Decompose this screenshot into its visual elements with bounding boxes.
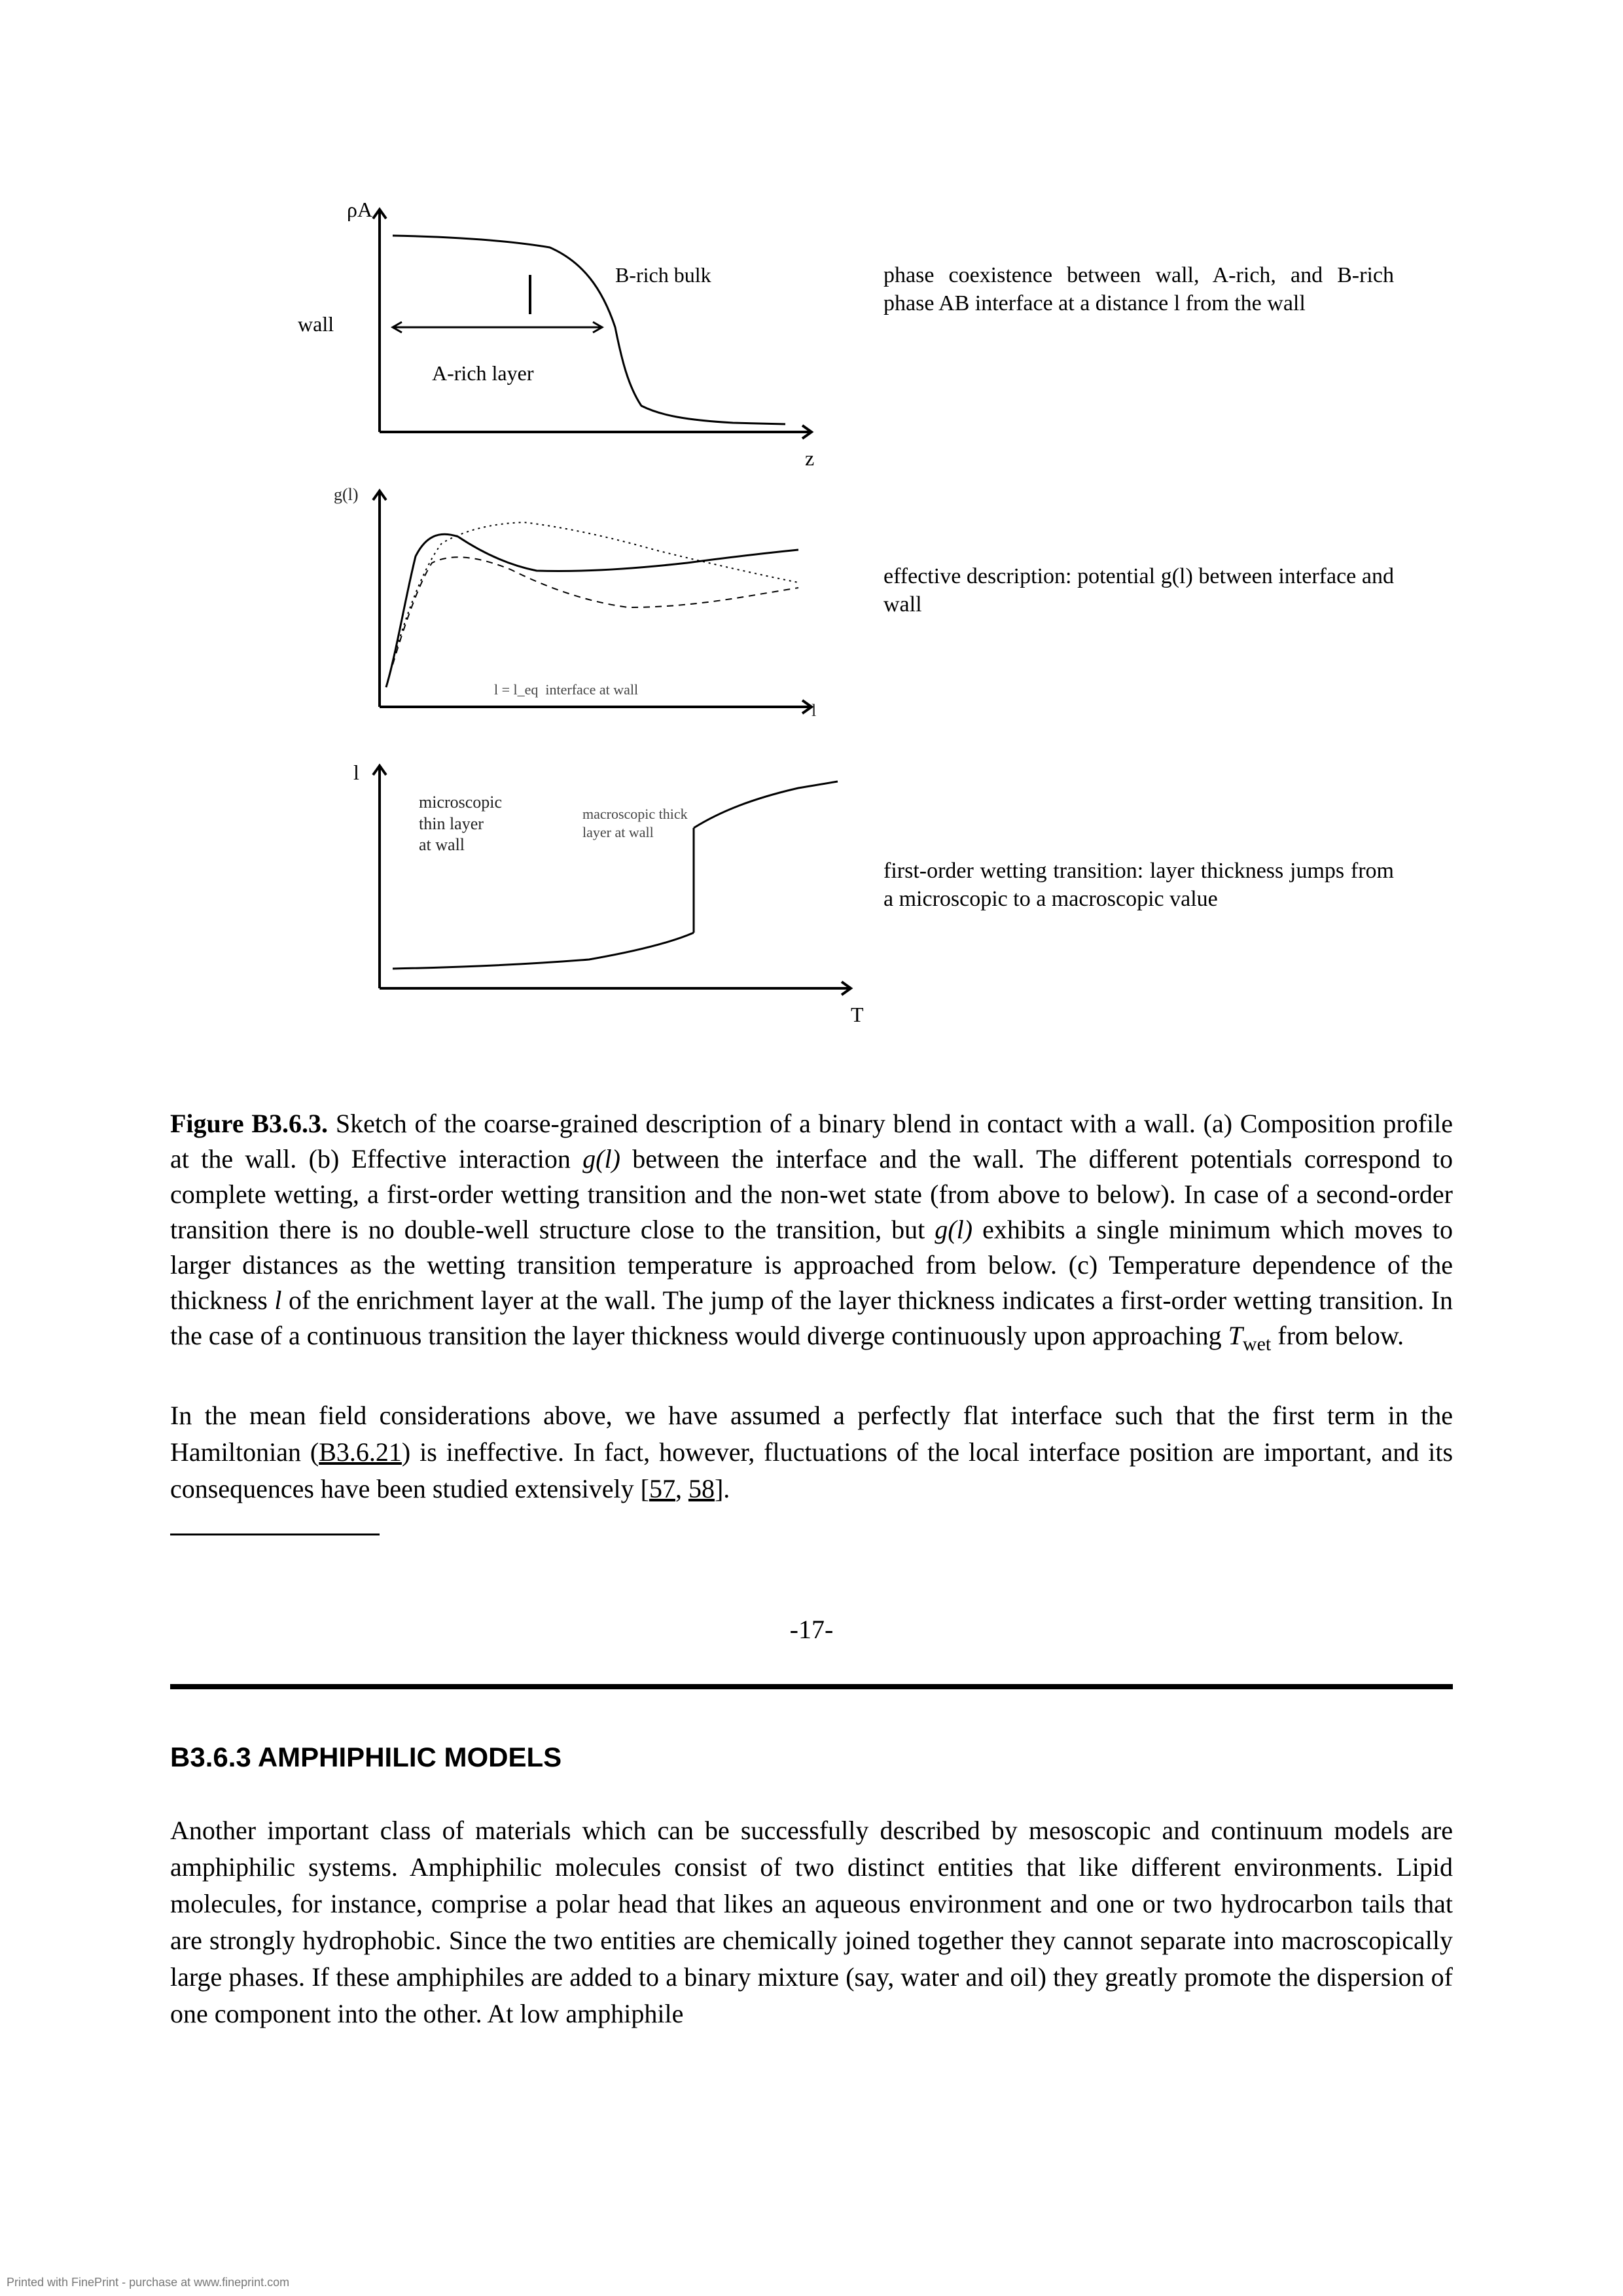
panel-a-wall-label: wall bbox=[298, 311, 334, 337]
figure-caption: Figure B3.6.3. Sketch of the coarse-grai… bbox=[170, 1106, 1453, 1358]
section-divider bbox=[170, 1684, 1453, 1689]
panel-c-side-text: first-order wetting transition: layer th… bbox=[883, 857, 1394, 913]
panel-b-xlabel: l bbox=[812, 700, 816, 722]
link-ref-57[interactable]: 57 bbox=[649, 1474, 675, 1503]
caption-T: T bbox=[1228, 1321, 1243, 1350]
footer-print-note: Printed with FinePrint - purchase at www… bbox=[7, 2276, 289, 2289]
panel-b-ylabel: g(l) bbox=[334, 484, 359, 506]
panel-c-ylabel: l bbox=[353, 759, 359, 785]
caption-gl-1: g(l) bbox=[582, 1144, 620, 1174]
para-amphiphilic: Another important class of materials whi… bbox=[170, 1812, 1453, 2032]
caption-t5: from below. bbox=[1271, 1321, 1404, 1350]
para1-tail: ]. bbox=[715, 1474, 730, 1503]
figure-b363: ρA z wall B-rich bulk A-rich layer phase… bbox=[196, 183, 1440, 1067]
page-number: -17- bbox=[170, 1614, 1453, 1645]
panel-a-xlabel: z bbox=[805, 445, 814, 471]
link-ref-58[interactable]: 58 bbox=[688, 1474, 715, 1503]
caption-l: l bbox=[274, 1285, 281, 1315]
panel-c-xlabel: T bbox=[851, 1001, 864, 1028]
page: ρA z wall B-rich bulk A-rich layer phase… bbox=[0, 0, 1623, 2296]
caption-gl-2: g(l) bbox=[935, 1215, 972, 1244]
panel-a-alayer-label: A-rich layer bbox=[432, 360, 533, 386]
panel-a-ylabel: ρA bbox=[347, 196, 372, 223]
footnote-rule bbox=[170, 1534, 380, 1535]
caption-T-sub: wet bbox=[1243, 1333, 1271, 1355]
panel-b-interface-label: l = l_eq interface at wall bbox=[494, 681, 638, 699]
para1-comma: , bbox=[675, 1474, 688, 1503]
panel-a-bbulk-label: B-rich bulk bbox=[615, 262, 711, 288]
panel-c-macro-label: macroscopic thick layer at wall bbox=[582, 805, 688, 841]
panel-b-side-text: effective description: potential g(l) be… bbox=[883, 563, 1394, 619]
panel-a-side-text: phase coexistence between wall, A-rich, … bbox=[883, 262, 1394, 317]
caption-lead: Figure B3.6.3. bbox=[170, 1109, 328, 1138]
link-eq-b3621[interactable]: B3.6.21 bbox=[319, 1437, 402, 1467]
para-meanfield: In the mean field considerations above, … bbox=[170, 1397, 1453, 1507]
panel-c-micro-label: microscopic thin layer at wall bbox=[419, 792, 502, 856]
section-heading: B3.6.3 AMPHIPHILIC MODELS bbox=[170, 1742, 1453, 1773]
